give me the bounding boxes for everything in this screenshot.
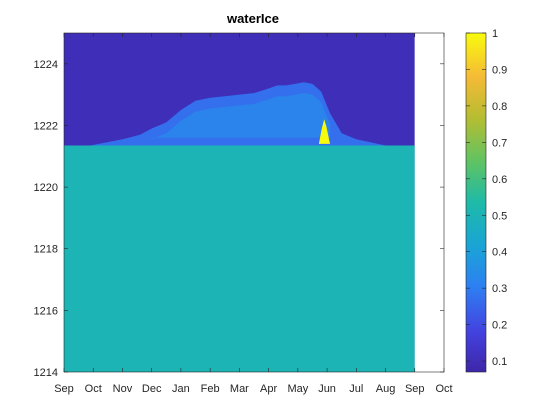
- colorbar-tick-label: 0.3: [492, 283, 507, 295]
- y-tick-label: 1218: [34, 244, 58, 256]
- axes-box: [63, 32, 445, 373]
- x-tick-label: Nov: [113, 383, 133, 395]
- x-axis: Sep Oct Nov Dec Jan Feb Mar Apr May Jun Jul Aug Sep O…: [54, 33, 453, 395]
- y-tick-label: 1214: [34, 367, 58, 379]
- y-tick-label: 1216: [34, 305, 58, 317]
- colorbar: 0.1 0.2 0.3 0.4 0.5 0.6 0.7 0.8 0.9 1: [465, 28, 507, 373]
- chart-title: waterIce: [226, 11, 279, 26]
- y-axis: 1214 1216 1218 1220 1222 1224: [34, 59, 444, 379]
- colorbar-tick-label: 0.9: [492, 64, 507, 76]
- x-tick-label: Oct: [85, 383, 102, 395]
- colorbar-tick-label: 0.2: [492, 320, 507, 332]
- x-tick-label: Mar: [230, 383, 249, 395]
- colorbar-tick-label: 0.7: [492, 137, 507, 149]
- x-tick-label: Aug: [376, 383, 396, 395]
- x-tick-label: Jul: [349, 383, 363, 395]
- x-tick-label: Oct: [435, 383, 452, 395]
- x-tick-label: Jun: [318, 383, 336, 395]
- colorbar-tick-label: 0.6: [492, 174, 507, 186]
- melt-peak-region: [318, 119, 330, 144]
- heatmap-area: [64, 33, 444, 372]
- colorbar-tick-label: 0.5: [492, 210, 507, 222]
- x-tick-label: Sep: [405, 383, 425, 395]
- y-tick-label: 1222: [34, 120, 58, 132]
- y-tick-label: 1224: [34, 59, 58, 71]
- no-data-region: [414, 33, 444, 372]
- x-tick-label: May: [287, 383, 308, 395]
- colorbar-gradient: [465, 32, 487, 373]
- colorbar-tick-label: 0.4: [492, 247, 507, 259]
- x-tick-label: Feb: [201, 383, 220, 395]
- x-tick-label: Apr: [260, 383, 277, 395]
- x-tick-label: Dec: [142, 383, 162, 395]
- colorbar-tick-label: 0.8: [492, 101, 507, 113]
- colorbar-tick-label: 0.1: [492, 356, 507, 368]
- y-tick-label: 1220: [34, 182, 58, 194]
- colorbar-ticks: 0.1 0.2 0.3 0.4 0.5 0.6 0.7 0.8 0.9 1: [466, 28, 507, 368]
- ground-region: [64, 145, 415, 372]
- x-tick-label: Jan: [172, 383, 190, 395]
- colorbar-tick-label: 1: [492, 28, 498, 40]
- snow-layer-band: [151, 93, 330, 140]
- x-tick-label: Sep: [54, 383, 74, 395]
